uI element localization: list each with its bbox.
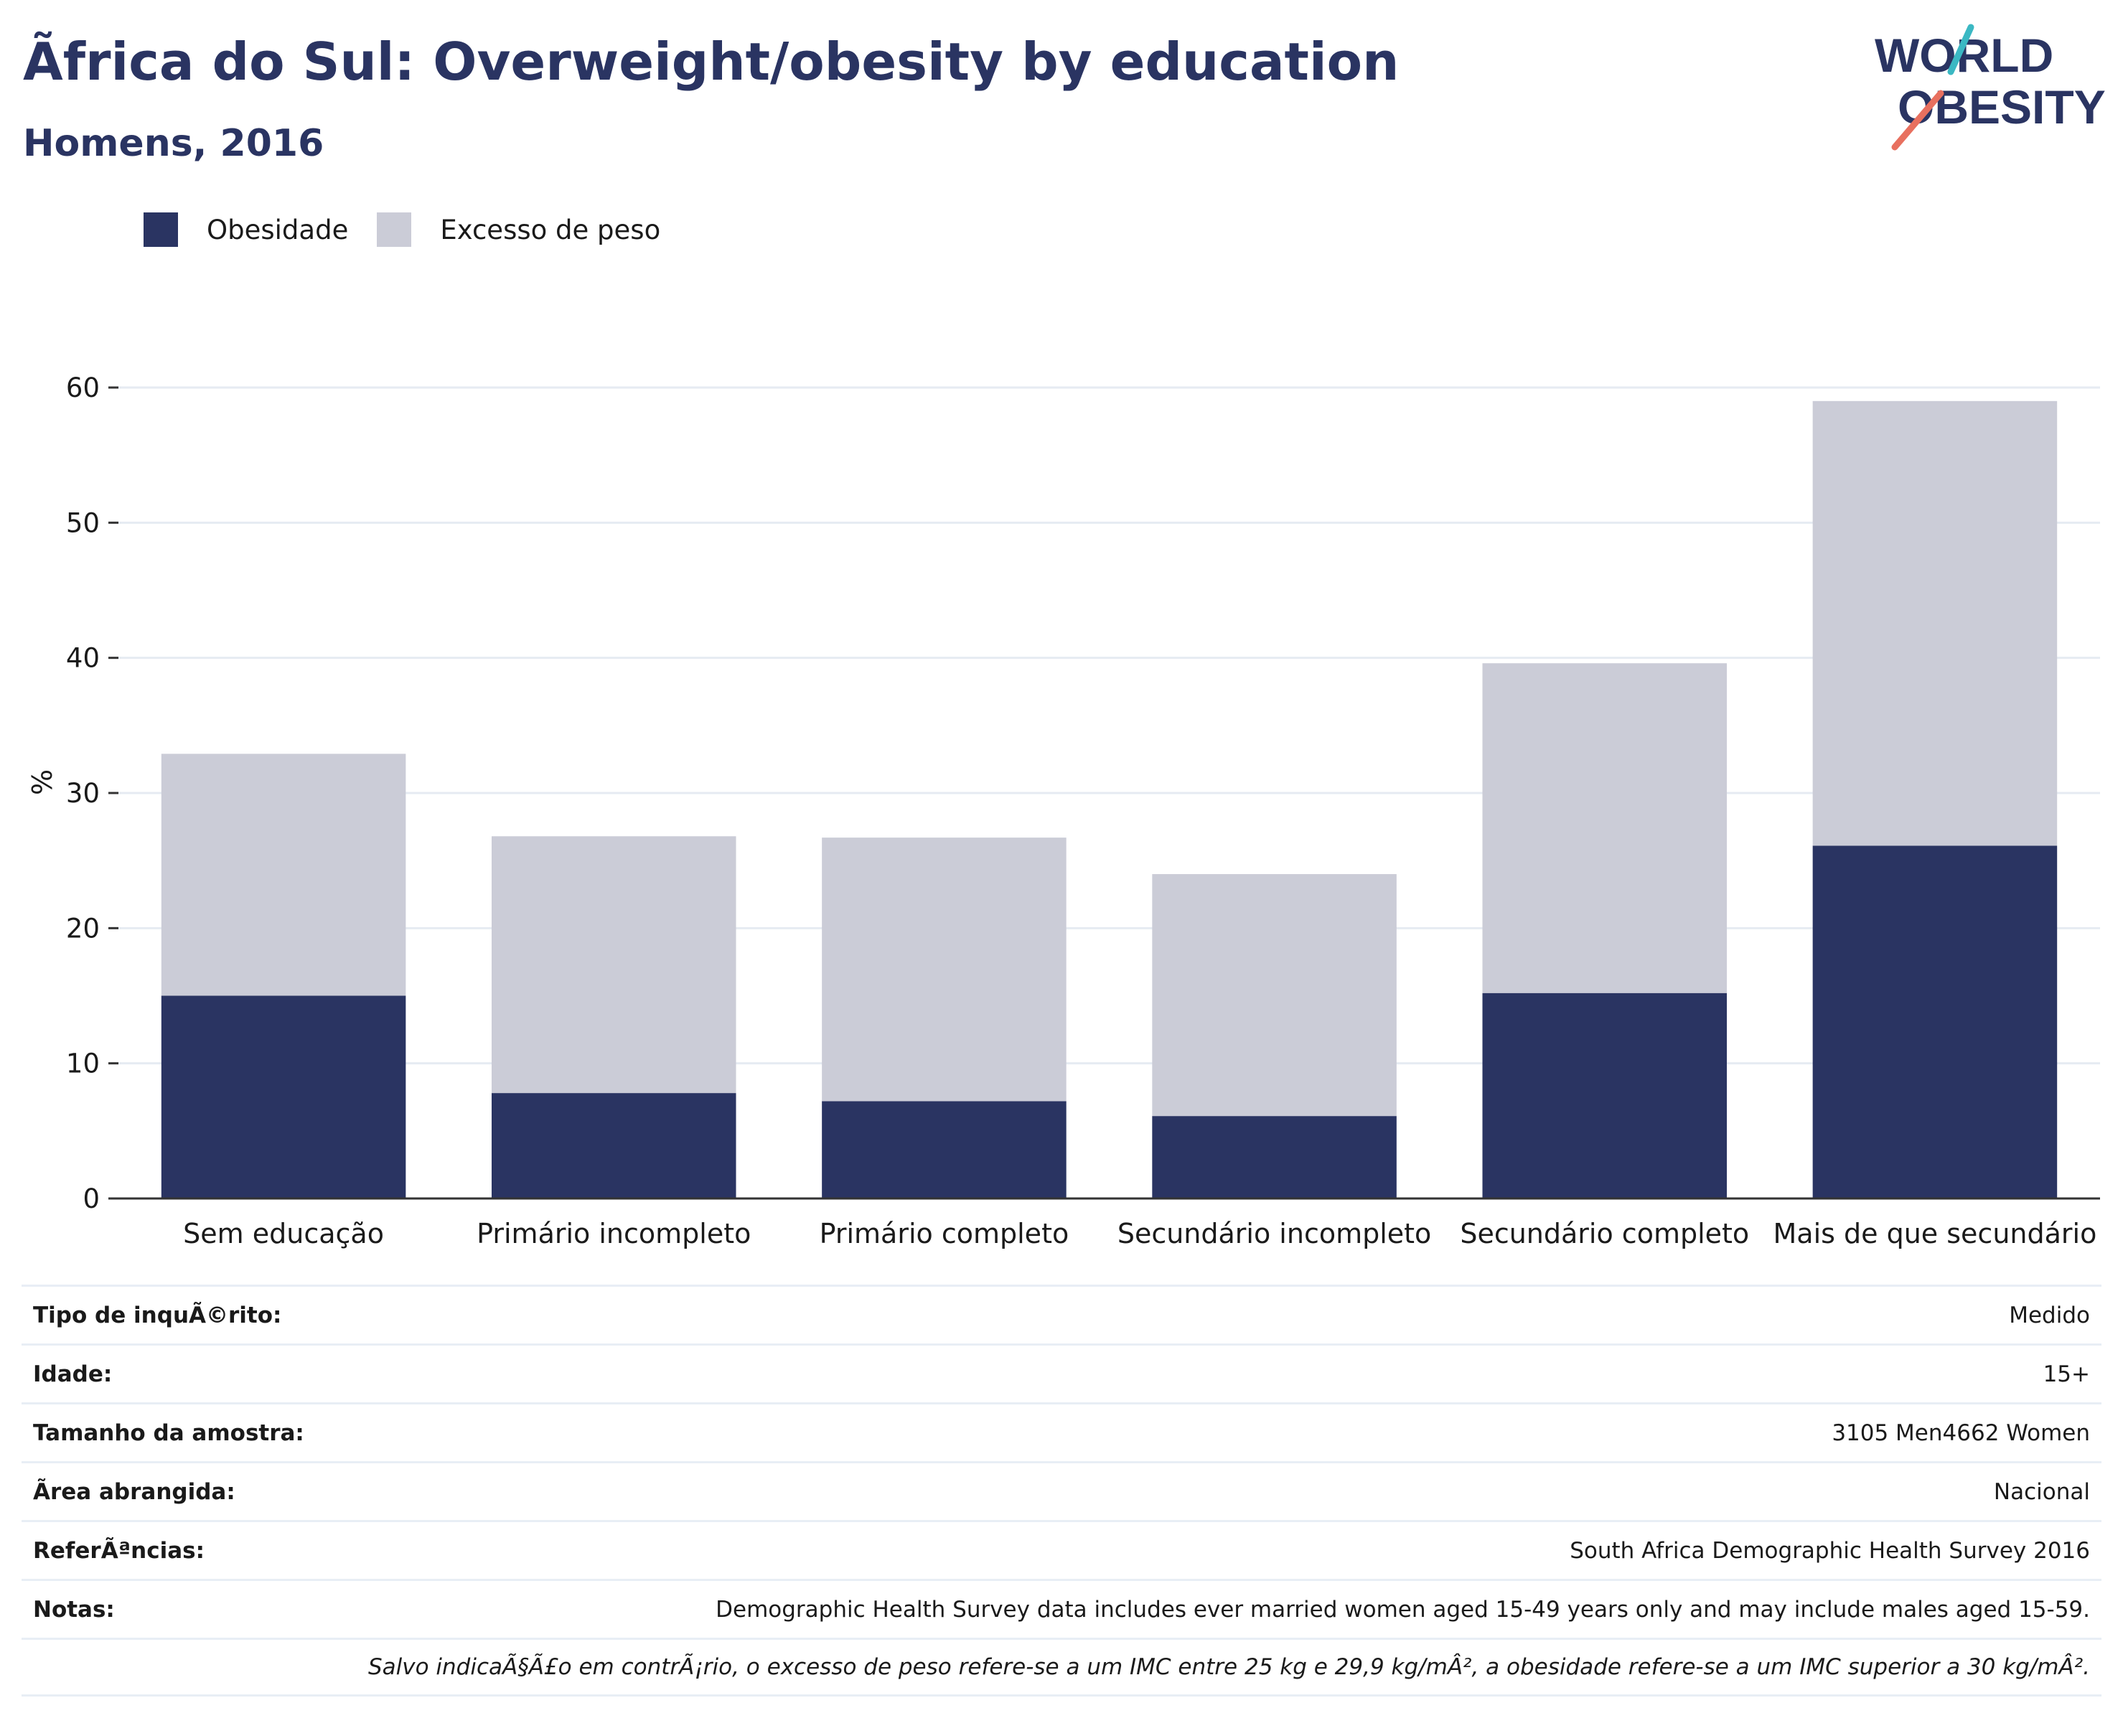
x-tick-label: Secundário incompleto [1117, 1218, 1431, 1249]
y-tick-label: 40 [66, 643, 100, 674]
chart-legend: Obesidade Excesso de peso [144, 212, 689, 247]
legend-label-obesidade: Obesidade [207, 214, 349, 245]
bar-obesidade-primario-incompleto[interactable] [491, 1093, 736, 1198]
legend-swatch-excesso-de-peso [377, 212, 412, 247]
legend-item-excesso-de-peso[interactable]: Excesso de peso [377, 212, 660, 247]
bar-obesidade-sem-educacao[interactable] [161, 995, 406, 1199]
info-value: Demographic Health Survey data includes … [716, 1596, 2090, 1623]
logo-coral-slash [1891, 90, 1944, 151]
info-value: South Africa Demographic Health Survey 2… [1570, 1537, 2090, 1564]
bar-excesso-de-peso-secundario-incompleto[interactable] [1152, 874, 1397, 1117]
info-row-area-covered: Ãrea abrangida: Nacional [22, 1461, 2101, 1520]
info-value: 3105 Men4662 Women [1832, 1420, 2090, 1446]
grid-lines [108, 386, 2100, 1200]
bar-chart: 0 10 20 30 40 50 60 Sem educação Primário incom… [27, 372, 2100, 1249]
chart-subtitle: Homens, 2016 [23, 122, 324, 165]
y-tick-label: 30 [66, 778, 100, 809]
bar-excesso-de-peso-secundario-completo[interactable] [1482, 663, 1728, 993]
info-label: Idade: [33, 1361, 113, 1387]
bar-obesidade-primario-completo[interactable] [822, 1101, 1067, 1198]
logo-teal-slash [1947, 24, 1974, 75]
info-row-sample-size: Tamanho da amostra: 3105 Men4662 Women [22, 1402, 2101, 1461]
legend-item-obesidade[interactable]: Obesidade [144, 212, 348, 247]
info-row-footnote: Salvo indicaÃ§Ã£o em contrÃ¡rio, o exces… [22, 1638, 2101, 1697]
x-tick-label: Primário completo [820, 1218, 1069, 1249]
bar-excesso-de-peso-sem-educacao[interactable] [161, 754, 406, 996]
y-tick-label: 50 [66, 507, 100, 538]
bar-obesidade-mais-de-que-secundario[interactable] [1812, 845, 2058, 1198]
y-axis-label: % [27, 769, 58, 795]
y-tick-label: 60 [66, 372, 100, 403]
info-value: Medido [2009, 1302, 2090, 1328]
legend-swatch-obesidade [144, 212, 178, 247]
x-tick-labels: Sem educação Primário incompleto Primário … [183, 1218, 2096, 1249]
x-tick-label: Sem educação [183, 1218, 384, 1249]
info-row-notes: Notas: Demographic Health Survey data in… [22, 1579, 2101, 1638]
bar-excesso-de-peso-primario-completo[interactable] [822, 837, 1067, 1102]
info-label: Ãrea abrangida: [33, 1478, 235, 1505]
chart-title: Ãfrica do Sul: Overweight/obesity by edu… [23, 32, 1400, 92]
bar-obesidade-secundario-incompleto[interactable] [1152, 1116, 1397, 1198]
info-value: Nacional [1993, 1478, 2090, 1505]
bars [161, 400, 2058, 1199]
y-tick-label: 10 [66, 1048, 100, 1079]
world-obesity-logo: WORLD OBESITY [1875, 24, 2106, 151]
info-row-survey-type: Tipo de inquÃ©rito: Medido [22, 1285, 2101, 1343]
info-row-age: Idade: 15+ [22, 1343, 2101, 1402]
info-label: Notas: [33, 1596, 115, 1623]
info-label: ReferÃªncias: [33, 1537, 205, 1564]
bar-excesso-de-peso-mais-de-que-secundario[interactable] [1812, 400, 2058, 846]
info-label: Tamanho da amostra: [33, 1420, 304, 1446]
y-tick-label: 0 [83, 1183, 100, 1214]
y-tick-labels: 0 10 20 30 40 50 60 [66, 372, 100, 1214]
footnote-text: Salvo indicaÃ§Ã£o em contrÃ¡rio, o exces… [367, 1654, 2090, 1680]
info-label: Tipo de inquÃ©rito: [33, 1302, 282, 1328]
legend-label-excesso-de-peso: Excesso de peso [440, 214, 661, 245]
x-tick-label: Mais de que secundário [1773, 1218, 2097, 1249]
y-tick-label: 20 [66, 913, 100, 944]
x-tick-label: Primário incompleto [477, 1218, 751, 1249]
bar-obesidade-secundario-completo[interactable] [1482, 993, 1728, 1198]
survey-info-table: Tipo de inquÃ©rito: Medido Idade: 15+ Ta… [22, 1285, 2101, 1697]
info-value: 15+ [2043, 1361, 2090, 1387]
x-tick-label: Secundário completo [1460, 1218, 1749, 1249]
bar-excesso-de-peso-primario-incompleto[interactable] [491, 836, 736, 1094]
info-row-references: ReferÃªncias: South Africa Demographic H… [22, 1520, 2101, 1579]
